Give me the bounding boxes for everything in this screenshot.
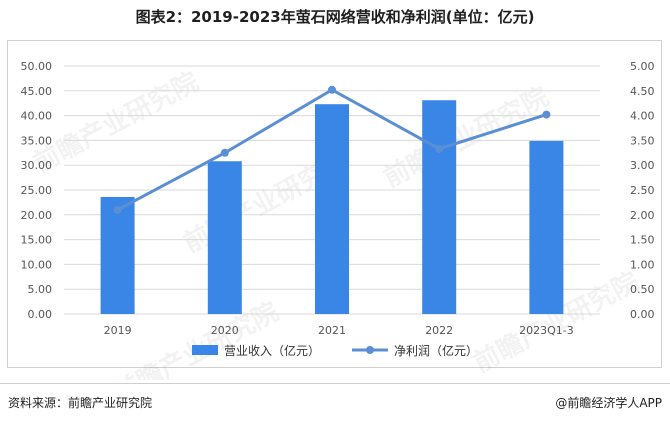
y-right-tick-label: 4.50: [630, 85, 655, 98]
point-net-profit-2023Q1-3: [542, 110, 551, 119]
point-net-profit-2020: [220, 148, 229, 157]
y-left-tick-label: 5.00: [28, 283, 53, 296]
legend-label-revenue: 营业收入（亿元）: [224, 343, 320, 358]
watermark-text: 前瞻产业研究院: [28, 66, 203, 179]
y-right-tick-label: 3.00: [630, 159, 655, 172]
y-axis-right-labels: 0.00 0.50 1.00 1.50 2.00 2.50 3.00 3.50 4.00 4.50…: [630, 60, 655, 321]
bar-revenue-2022: [422, 100, 457, 314]
footer-divider: [0, 383, 670, 384]
y-left-tick-label: 10.00: [21, 258, 53, 271]
point-net-profit-2022: [435, 144, 444, 153]
publisher-note: @前瞻经济学人APP: [555, 396, 662, 410]
y-right-tick-label: 2.50: [630, 184, 655, 197]
legend-swatch-revenue: [192, 345, 218, 355]
y-left-tick-label: 30.00: [21, 159, 53, 172]
y-left-tick-label: 25.00: [21, 184, 53, 197]
bar-revenue-2021: [315, 104, 349, 314]
y-left-tick-label: 20.00: [21, 209, 53, 222]
point-net-profit-2019: [113, 205, 122, 214]
y-axis-left-labels: 0.00 5.00 10.00 15.00 20.00 25.00 30.00 35.00 40…: [21, 60, 53, 321]
watermark-text: 前瞻产业研究院: [108, 296, 283, 380]
x-tick-label: 2020: [211, 324, 239, 337]
y-right-tick-label: 1.50: [630, 234, 655, 247]
x-tick-label: 2022: [425, 324, 453, 337]
y-left-tick-label: 0.00: [28, 308, 53, 321]
y-left-tick-label: 35.00: [21, 134, 53, 147]
bar-revenue-2020: [207, 161, 242, 314]
x-axis-labels: 2019 2020 2021 2022 2023Q1-3: [104, 324, 574, 337]
x-tick-label: 2023Q1-3: [519, 324, 574, 337]
y-left-tick-label: 50.00: [21, 60, 53, 73]
y-right-tick-label: 2.00: [630, 209, 655, 222]
legend-label-net-profit: 净利润（亿元）: [394, 343, 478, 358]
y-right-tick-label: 0.50: [630, 283, 655, 296]
source-note: 资料来源：前瞻产业研究院: [8, 396, 153, 410]
bar-revenue-2019: [100, 196, 135, 314]
y-left-tick-label: 45.00: [21, 85, 53, 98]
y-right-tick-label: 5.00: [630, 60, 655, 73]
chart-title: 图表2：2019-2023年萤石网络营收和净利润(单位：亿元): [135, 8, 535, 26]
x-tick-label: 2019: [104, 324, 132, 337]
legend-marker-net-profit: [366, 346, 374, 354]
legend: 营业收入（亿元） 净利润（亿元）: [192, 343, 478, 358]
x-tick-label: 2021: [318, 324, 346, 337]
y-left-tick-label: 15.00: [21, 234, 53, 247]
watermark-text: 前瞻产业研究院: [378, 81, 553, 194]
line-series: [113, 85, 551, 214]
y-right-tick-label: 4.00: [630, 110, 655, 123]
chart-frame: [7, 40, 662, 368]
bar-revenue-2023Q1-3: [529, 140, 564, 314]
y-right-tick-label: 0.00: [630, 308, 655, 321]
bar-series: [100, 100, 564, 314]
y-right-tick-label: 3.50: [630, 134, 655, 147]
y-right-tick-label: 1.00: [630, 258, 655, 271]
y-left-tick-label: 40.00: [21, 110, 53, 123]
point-net-profit-2021: [328, 85, 336, 94]
